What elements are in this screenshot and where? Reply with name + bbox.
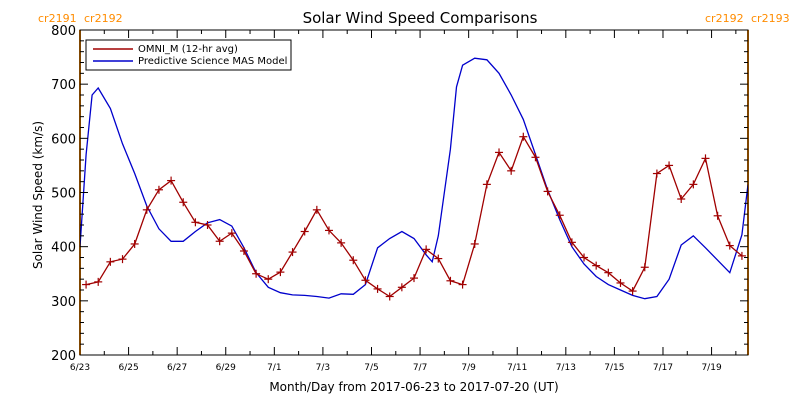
omni-data-point (373, 284, 382, 293)
x-tick-label: 7/5 (364, 363, 378, 373)
omni-data-point (567, 238, 576, 247)
omni-data-point (349, 256, 358, 265)
carrington-label-left-1: cr2191 (38, 12, 77, 25)
omni-data-point (130, 239, 139, 248)
omni-data-point (312, 205, 321, 214)
omni-data-point (397, 283, 406, 292)
x-axis-label: Month/Day from 2017-06-23 to 2017-07-20 … (269, 380, 558, 394)
omni-data-point (737, 251, 746, 260)
omni-data-point (701, 154, 710, 163)
omni-series-line (85, 135, 743, 298)
legend: OMNI_M (12-hr avg) Predictive Science MA… (85, 39, 292, 71)
omni-data-point (495, 148, 504, 157)
omni-data-point (616, 278, 625, 287)
omni-data-point (300, 227, 309, 236)
omni-data-point (385, 292, 394, 301)
omni-data-point (179, 198, 188, 207)
omni-data-point (337, 238, 346, 247)
y-tick-label: 300 (51, 295, 76, 310)
carrington-label-right-1: cr2192 (705, 12, 744, 25)
y-tick-label: 500 (51, 187, 76, 202)
omni-data-point (106, 257, 115, 266)
x-tick-label: 7/3 (316, 363, 330, 373)
omni-data-point (434, 254, 443, 263)
y-tick-label: 800 (51, 24, 76, 39)
x-tick-label: 6/23 (70, 363, 90, 373)
omni-data-point (118, 255, 127, 264)
plot-area (79, 30, 749, 355)
omni-data-point (227, 229, 236, 238)
omni-data-point (458, 280, 467, 289)
omni-data-point (361, 276, 370, 285)
omni-data-point (592, 261, 601, 270)
legend-label-mas: Predictive Science MAS Model (138, 56, 287, 67)
carrington-label-left-2: cr2192 (84, 12, 123, 25)
chart-title: Solar Wind Speed Comparisons (303, 9, 538, 27)
omni-data-point (470, 239, 479, 248)
omni-data-point (264, 275, 273, 284)
x-tick-label: 6/25 (118, 363, 138, 373)
omni-data-point (604, 268, 613, 277)
omni-data-point (725, 241, 734, 250)
omni-data-point (640, 263, 649, 272)
y-tick-label: 400 (51, 241, 76, 256)
y-axis-label: Solar Wind Speed (km/s) (31, 121, 45, 269)
omni-data-point (519, 132, 528, 141)
omni-data-point (531, 153, 540, 162)
omni-data-point (677, 195, 686, 203)
x-tick-label: 7/1 (267, 363, 281, 373)
omni-data-point (628, 287, 637, 296)
omni-data-point (410, 274, 418, 283)
omni-data-point (94, 277, 103, 286)
omni-data-point (713, 211, 722, 220)
mas-series-line (79, 57, 749, 300)
y-axis-ticks: 200 300 400 500 600 700 800 (51, 24, 748, 364)
x-tick-label: 7/7 (413, 363, 427, 373)
x-tick-label: 7/17 (653, 363, 673, 373)
omni-data-point (215, 237, 224, 246)
omni-data-point (652, 169, 661, 178)
omni-data-point (203, 221, 212, 229)
omni-data-point (82, 280, 91, 289)
omni-data-point (276, 268, 285, 277)
omni-data-point (167, 176, 176, 185)
omni-data-point (191, 218, 200, 227)
omni-data-point (580, 253, 589, 262)
x-tick-label: 6/27 (167, 363, 187, 373)
omni-data-point (324, 226, 333, 235)
x-tick-label: 7/13 (556, 363, 576, 373)
omni-data-point (482, 180, 491, 189)
legend-box (85, 39, 292, 71)
y-tick-label: 700 (51, 78, 76, 93)
omni-data-point (555, 211, 564, 220)
x-axis-ticks: 6/23 6/25 6/27 6/29 7/1 7/3 7/5 7/7 7/9 7/11 7/13 7… (70, 30, 737, 373)
omni-data-point (446, 276, 455, 285)
omni-data-point (543, 187, 552, 196)
omni-data-point (154, 185, 163, 194)
carrington-label-right-2: cr2193 (751, 12, 790, 25)
omni-data-point (689, 180, 698, 189)
omni-data-point (507, 166, 516, 175)
x-tick-label: 7/9 (461, 363, 476, 373)
x-tick-label: 7/19 (701, 363, 721, 373)
x-tick-label: 6/29 (216, 363, 236, 373)
omni-data-point (252, 269, 261, 278)
legend-label-omni: OMNI_M (12-hr avg) (138, 44, 238, 55)
plot-frame (79, 29, 749, 356)
y-tick-label: 200 (51, 349, 76, 364)
series-layer (79, 57, 749, 301)
y-tick-label: 600 (51, 132, 76, 147)
x-tick-label: 7/15 (604, 363, 624, 373)
omni-data-point (142, 205, 151, 214)
omni-data-point (239, 247, 248, 255)
omni-data-point (422, 245, 431, 254)
x-tick-label: 7/11 (507, 363, 527, 373)
omni-data-point (665, 161, 674, 170)
omni-data-point (288, 248, 297, 257)
